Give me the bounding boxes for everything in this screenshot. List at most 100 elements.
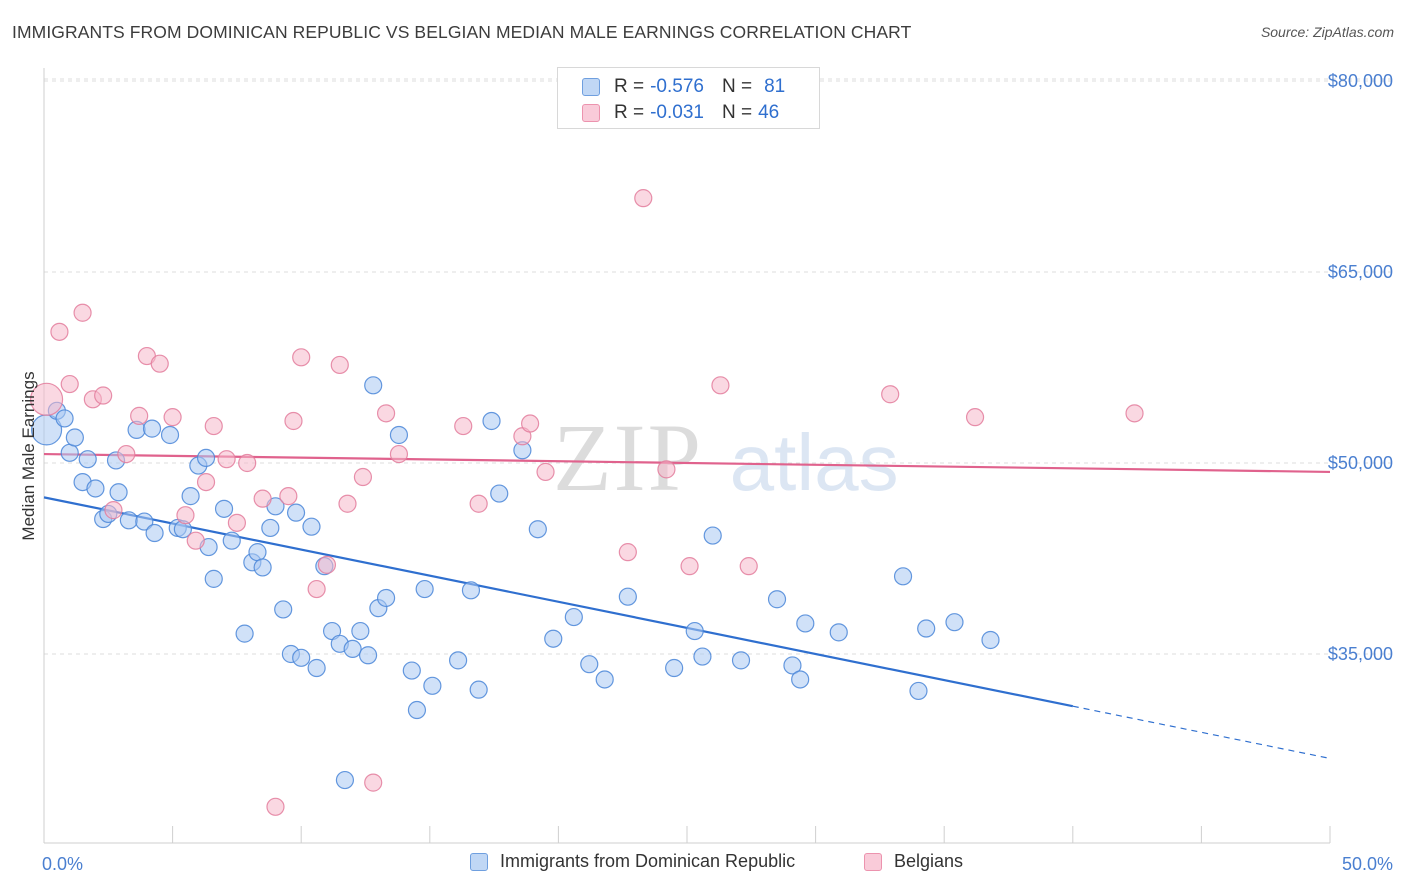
point-dominican: [60, 443, 79, 462]
point-belgian: [454, 416, 473, 436]
trend-lines: [43, 452, 1331, 760]
point-belgian: [279, 487, 298, 506]
point-dominican: [448, 651, 468, 670]
axes: [43, 68, 1331, 844]
point-dominican: [302, 517, 321, 536]
legend-n-label: N =: [721, 102, 753, 123]
y-tick-label: $80,000: [1328, 71, 1393, 91]
point-belgian: [739, 557, 758, 576]
point-belgian: [29, 382, 64, 416]
point-belgian: [253, 489, 272, 508]
legend-row-dominican: R = -0.576 N = 81: [582, 75, 785, 99]
point-belgian: [104, 501, 123, 520]
point-dominican: [893, 567, 913, 586]
point-dominican: [685, 621, 704, 641]
point-belgian: [176, 506, 195, 525]
point-dominican: [917, 619, 936, 638]
point-dominican: [731, 651, 751, 670]
point-belgian: [965, 408, 985, 427]
point-belgian: [60, 374, 79, 394]
bottom-legend-swatch-pink: [864, 852, 882, 871]
point-belgian: [353, 467, 373, 487]
legend-n-label: N =: [721, 76, 753, 97]
point-dominican: [222, 531, 241, 550]
point-dominican: [580, 655, 599, 674]
y-tick-label: $50,000: [1328, 453, 1393, 473]
point-belgian: [117, 444, 136, 464]
point-dominican: [307, 658, 326, 678]
point-belgian: [307, 579, 326, 599]
point-dominican: [109, 483, 128, 502]
point-dominican: [358, 646, 378, 665]
point-dominican: [829, 623, 848, 642]
y-tick-label: $65,000: [1328, 262, 1393, 282]
point-dominican: [909, 681, 928, 701]
point-belgian: [163, 408, 182, 427]
source-label: Source: ZipAtlas.com: [1260, 24, 1394, 40]
point-dominican: [145, 523, 164, 543]
trend-line-belgians: [43, 452, 1331, 474]
trend-line-dominican-extension: [1072, 705, 1331, 760]
point-belgian: [618, 543, 637, 562]
point-belgian: [389, 444, 409, 464]
point-dominican: [181, 487, 200, 506]
x-tick-label: 50.0%: [1342, 854, 1393, 874]
point-dominican: [783, 656, 802, 675]
point-dominican: [423, 676, 442, 695]
point-dominican: [791, 670, 810, 689]
chart-title: IMMIGRANTS FROM DOMINICAN REPUBLIC VS BE…: [12, 22, 912, 42]
point-dominican: [402, 661, 421, 680]
point-dominican: [160, 425, 180, 445]
point-belgian: [186, 531, 205, 550]
point-belgian: [227, 513, 246, 532]
point-dominican: [196, 448, 216, 468]
point-dominican: [407, 700, 427, 720]
trend-line-dominican: [43, 496, 1074, 708]
point-dominican: [119, 511, 138, 530]
point-belgian: [364, 773, 383, 792]
y-axis-label: Median Male Earnings: [19, 371, 38, 540]
point-dominican: [261, 518, 280, 538]
point-belgian: [657, 460, 676, 479]
point-dominican: [351, 621, 370, 641]
legend-n-value: 81: [764, 76, 786, 97]
point-dominican: [78, 450, 97, 469]
point-dominican: [564, 607, 583, 627]
legend-r-value: -0.576: [650, 76, 704, 97]
legend-row-belgians: R = -0.031 N = 46: [582, 101, 779, 125]
point-dominican: [335, 770, 355, 790]
point-dominican: [665, 658, 684, 678]
point-belgian: [292, 348, 311, 367]
point-dominican: [142, 419, 162, 438]
point-belgian: [130, 406, 149, 425]
point-belgian: [521, 414, 540, 433]
point-dominican: [490, 484, 509, 503]
point-dominican: [981, 630, 1000, 650]
point-belgian: [238, 453, 257, 473]
point-dominican: [235, 624, 254, 643]
point-dominican: [595, 670, 614, 689]
point-belgian: [317, 555, 337, 574]
bottom-legend-label: Belgians: [894, 851, 964, 871]
point-dominican: [618, 587, 637, 606]
point-dominican: [248, 543, 267, 562]
point-belgian: [711, 376, 730, 395]
bottom-legend-belgians: Belgians: [864, 851, 963, 872]
bottom-legend-label: Immigrants from Dominican Republic: [500, 851, 796, 871]
point-belgian: [634, 189, 653, 208]
point-dominican: [544, 629, 563, 648]
point-belgian: [881, 385, 900, 404]
point-dominican: [364, 376, 383, 395]
point-dominican: [292, 648, 311, 667]
point-belgian: [150, 354, 169, 373]
point-dominican: [55, 409, 74, 428]
point-belgian: [284, 411, 303, 431]
point-dominican: [703, 526, 722, 545]
point-dominican: [286, 503, 306, 522]
point-dominican: [253, 558, 272, 577]
data-points: [29, 189, 1144, 816]
legend-r-label: R =: [614, 102, 645, 123]
point-dominican: [528, 520, 547, 539]
correlation-legend: R = -0.576 N = 81 R = -0.031 N = 46: [557, 67, 820, 129]
